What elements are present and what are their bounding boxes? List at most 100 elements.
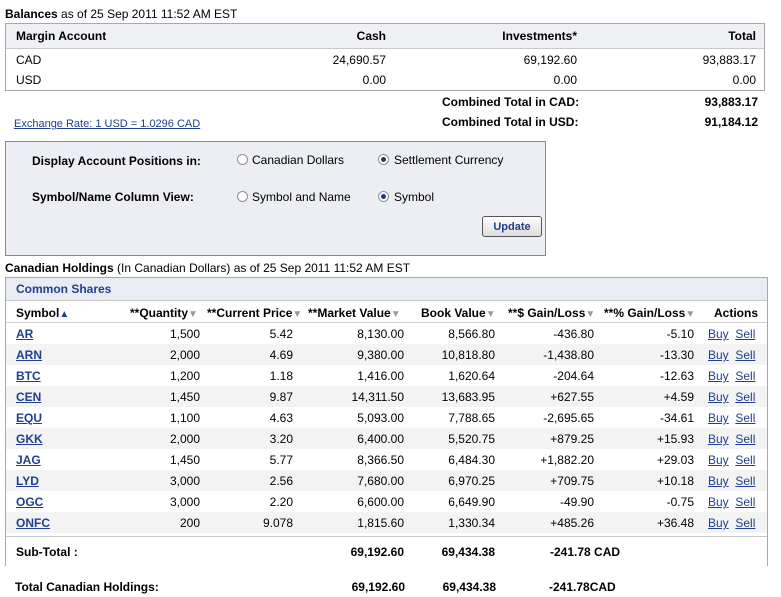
sort-market-value[interactable]: **Market Value▼ bbox=[308, 306, 401, 320]
sort-book-value[interactable]: Book Value▼ bbox=[421, 306, 496, 320]
market-cell: 5,093.00 bbox=[357, 411, 404, 425]
buy-link[interactable]: Buy bbox=[708, 369, 729, 383]
sell-link[interactable]: Sell bbox=[735, 474, 756, 488]
exchange-rate-link[interactable]: Exchange Rate: 1 USD = 1.0296 CAD bbox=[14, 118, 201, 130]
table-row: ARN 2,000 4.69 9,380.00 10,818.80 -1,438.80 -1… bbox=[6, 344, 767, 365]
price-cell: 4.63 bbox=[269, 411, 293, 425]
pct-cell: +15.93 bbox=[656, 432, 694, 446]
buy-link[interactable]: Buy bbox=[708, 327, 729, 341]
sort-symbol[interactable]: Symbol▲ bbox=[16, 306, 70, 320]
buy-link[interactable]: Buy bbox=[708, 495, 729, 509]
quantity-cell: 1,200 bbox=[169, 369, 200, 383]
sell-link[interactable]: Sell bbox=[735, 495, 756, 509]
radio-canadian-dollars-label[interactable]: Canadian Dollars bbox=[252, 153, 345, 167]
subtotal-book-value: 69,434.38 bbox=[441, 545, 495, 559]
buy-link[interactable]: Buy bbox=[708, 348, 729, 362]
symbol-link[interactable]: ONFC bbox=[16, 516, 50, 530]
sort-current-price[interactable]: **Current Price▼ bbox=[207, 306, 303, 320]
symbol-link[interactable]: OGC bbox=[16, 495, 44, 509]
sell-link[interactable]: Sell bbox=[735, 327, 756, 341]
total-holdings-row: Total Canadian Holdings: 69,192.60 69,43… bbox=[5, 578, 768, 596]
symbol-link[interactable]: JAG bbox=[16, 453, 41, 467]
sell-link[interactable]: Sell bbox=[735, 432, 756, 446]
symbol-link[interactable]: CEN bbox=[16, 390, 42, 404]
balance-currency-cad: CAD bbox=[16, 53, 42, 67]
balance-cad-total: 93,883.17 bbox=[702, 53, 756, 67]
buy-link[interactable]: Buy bbox=[708, 516, 729, 530]
book-cell: 7,788.65 bbox=[448, 411, 495, 425]
quantity-cell: 2,000 bbox=[169, 348, 200, 362]
radio-settlement-currency[interactable] bbox=[378, 154, 389, 165]
buy-link[interactable]: Buy bbox=[708, 390, 729, 404]
pct-cell: -12.63 bbox=[659, 369, 694, 383]
buy-link[interactable]: Buy bbox=[708, 432, 729, 446]
sell-link[interactable]: Sell bbox=[735, 348, 756, 362]
sort-dollar-gain-loss[interactable]: **$ Gain/Loss▼ bbox=[508, 306, 596, 320]
sort-desc-icon: ▼ bbox=[390, 309, 401, 320]
sort-desc-icon: ▼ bbox=[685, 309, 696, 320]
buy-link[interactable]: Buy bbox=[708, 453, 729, 467]
sort-desc-icon: ▼ bbox=[585, 309, 596, 320]
symbol-link[interactable]: GKK bbox=[16, 432, 43, 446]
subtotal-label: Sub-Total : bbox=[16, 545, 78, 559]
gain-cell: +709.75 bbox=[550, 474, 594, 488]
table-row: OGC 3,000 2.20 6,600.00 6,649.90 -49.90 -0.75 B… bbox=[6, 491, 767, 512]
book-cell: 1,620.64 bbox=[448, 369, 495, 383]
pct-cell: -13.30 bbox=[659, 348, 694, 362]
gain-cell: +1,882.20 bbox=[540, 453, 594, 467]
sell-link[interactable]: Sell bbox=[735, 453, 756, 467]
radio-symbol-and-name-label[interactable]: Symbol and Name bbox=[252, 190, 351, 204]
sort-pct-gain-loss[interactable]: **% Gain/Loss▼ bbox=[604, 306, 696, 320]
price-cell: 5.77 bbox=[269, 453, 293, 467]
quantity-cell: 1,500 bbox=[169, 327, 200, 341]
market-cell: 6,600.00 bbox=[357, 495, 404, 509]
sell-link[interactable]: Sell bbox=[735, 411, 756, 425]
quantity-cell: 2,000 bbox=[169, 432, 200, 446]
price-cell: 4.69 bbox=[269, 348, 293, 362]
quantity-cell: 3,000 bbox=[169, 474, 200, 488]
radio-symbol-label[interactable]: Symbol bbox=[394, 190, 435, 204]
radio-settlement-currency-label[interactable]: Settlement Currency bbox=[394, 153, 504, 167]
total-gain-loss: -241.78CAD bbox=[549, 580, 616, 594]
radio-symbol[interactable] bbox=[378, 191, 389, 202]
table-row: BTC 1,200 1.18 1,416.00 1,620.64 -204.64 -12.6… bbox=[6, 365, 767, 386]
pct-cell: -0.75 bbox=[666, 495, 694, 509]
subtotal-gain-loss: -241.78 CAD bbox=[550, 545, 621, 559]
book-cell: 6,970.25 bbox=[448, 474, 495, 488]
table-row: ONFC 200 9.078 1,815.60 1,330.34 +485.26 +36.4… bbox=[6, 512, 767, 533]
symbol-cell: JAG bbox=[16, 453, 41, 467]
update-button[interactable]: Update bbox=[482, 216, 542, 237]
buy-link[interactable]: Buy bbox=[708, 411, 729, 425]
balance-usd-investments: 0.00 bbox=[553, 73, 577, 87]
display-positions-label: Display Account Positions in: bbox=[32, 154, 201, 168]
pct-cell: +36.48 bbox=[656, 516, 694, 530]
symbol-link[interactable]: EQU bbox=[16, 411, 43, 425]
book-cell: 10,818.80 bbox=[441, 348, 495, 362]
symbol-link[interactable]: BTC bbox=[16, 369, 41, 383]
holdings-subtitle: (In Canadian Dollars) as of 25 Sep 2011 … bbox=[113, 261, 411, 275]
radio-symbol-and-name[interactable] bbox=[237, 191, 248, 202]
gain-cell: +627.55 bbox=[550, 390, 594, 404]
sort-desc-icon: ▼ bbox=[188, 309, 198, 320]
market-cell: 1,416.00 bbox=[357, 369, 404, 383]
sell-link[interactable]: Sell bbox=[735, 390, 756, 404]
sell-link[interactable]: Sell bbox=[735, 369, 756, 383]
symbol-link[interactable]: AR bbox=[16, 327, 34, 341]
actions-cell: Buy Sell bbox=[708, 327, 755, 341]
radio-canadian-dollars[interactable] bbox=[237, 154, 248, 165]
pct-cell: +10.18 bbox=[656, 474, 694, 488]
actions-cell: Buy Sell bbox=[708, 390, 755, 404]
buy-link[interactable]: Buy bbox=[708, 474, 729, 488]
sort-quantity[interactable]: **Quantity▼ bbox=[130, 306, 198, 320]
gain-cell: -204.64 bbox=[553, 369, 594, 383]
symbol-link[interactable]: ARN bbox=[16, 348, 42, 362]
price-cell: 9.87 bbox=[269, 390, 293, 404]
book-cell: 5,520.75 bbox=[448, 432, 495, 446]
book-cell: 6,649.90 bbox=[448, 495, 495, 509]
total-book-value: 69,434.38 bbox=[442, 580, 496, 594]
sell-link[interactable]: Sell bbox=[735, 516, 756, 530]
actions-cell: Buy Sell bbox=[708, 369, 755, 383]
subtotal-market-value: 69,192.60 bbox=[350, 545, 404, 559]
gain-cell: +879.25 bbox=[550, 432, 594, 446]
symbol-link[interactable]: LYD bbox=[16, 474, 39, 488]
